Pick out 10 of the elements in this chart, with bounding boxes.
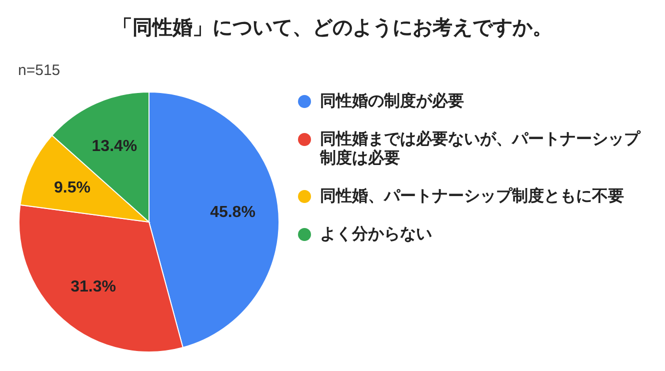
text: n=515: [18, 62, 60, 79]
legend-label: 同性婚、パートナーシップ制度ともに不要: [320, 188, 624, 205]
data-label: 45.8%: [210, 204, 256, 221]
legend-label: よく分からない: [320, 226, 432, 243]
data-label: 13.4%: [92, 138, 138, 155]
chart-title: 「同性婚」について、どのようにお考えですか。: [112, 16, 554, 41]
data-label: 31.3%: [70, 278, 116, 296]
legend-label: 同性婚までは必要ないが、パートナーシップ制度は必要: [320, 131, 640, 167]
legend-label: 同性婚の制度が必要: [320, 93, 464, 110]
data-label: 9.5%: [54, 180, 90, 197]
